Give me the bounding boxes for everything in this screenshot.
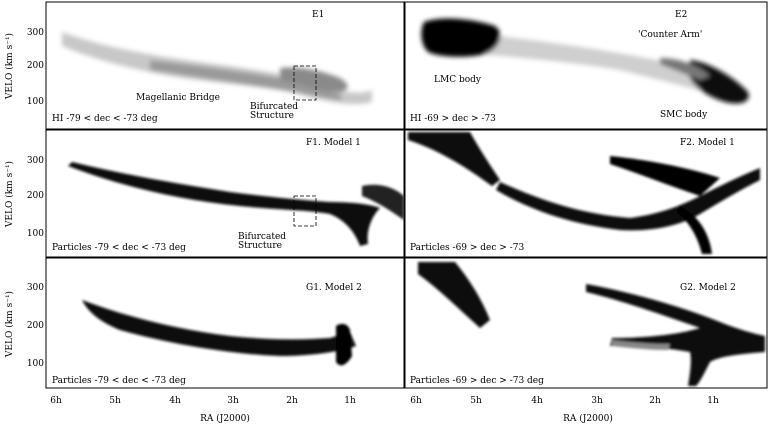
panel-caption: Particles -69 > dec > -73 deg	[410, 376, 544, 386]
panel-caption: HI -69 > dec > -73	[410, 114, 496, 124]
y-tick-label: 100	[27, 359, 44, 369]
panel-title: F2. Model 1	[680, 138, 735, 148]
counter-arm-label: 'Counter Arm'	[638, 30, 702, 40]
panel-frame	[45, 257, 405, 389]
panel-caption: Particles -79 < dec < -73 deg	[52, 243, 186, 253]
panel-g2: G2. Model 2 Particles -69 > dec > -73 de…	[404, 257, 768, 389]
y-tick-label: 300	[27, 283, 44, 293]
bifurcated-label: Bifurcated	[250, 102, 298, 112]
lmc-body-label: LMC body	[434, 75, 482, 85]
bifurcated-label: Bifurcated	[238, 232, 286, 242]
x-axis-label: RA (J2000)	[563, 413, 613, 424]
y-axis-row-3: 300 200 100 VELO (km s⁻¹)	[4, 283, 44, 369]
x-tick-label: 1h	[707, 396, 719, 406]
particle-distribution	[418, 262, 765, 386]
particle-distribution	[82, 300, 356, 366]
hi-emission	[421, 18, 749, 104]
y-axis-row-2: 300 200 100 VELO (km s⁻¹)	[4, 156, 44, 239]
y-tick-label: 200	[27, 191, 44, 201]
x-axis-label: RA (J2000)	[200, 413, 250, 424]
y-tick-label: 200	[27, 61, 44, 71]
x-tick-label: 4h	[531, 396, 543, 406]
y-tick-label: 300	[27, 156, 44, 166]
panel-title: G1. Model 2	[306, 283, 362, 293]
smc-body-label: SMC body	[660, 110, 708, 120]
panel-caption: Particles -69 > dec > -73	[410, 243, 524, 253]
x-tick-label: 3h	[227, 396, 239, 406]
y-axis-label: VELO (km s⁻¹)	[4, 161, 15, 228]
structure-label: Structure	[250, 111, 294, 121]
panel-title: E2	[675, 10, 687, 20]
x-tick-label: 3h	[591, 396, 603, 406]
panel-e1: E1 Magellanic Bridge Bifurcated Structur…	[45, 1, 405, 130]
bifurcated-box	[293, 65, 317, 101]
panel-g1: G1. Model 2 Particles -79 < dec < -73 de…	[45, 257, 405, 389]
x-axis-left: 6h 5h 4h 3h 2h 1h RA (J2000)	[50, 396, 356, 424]
y-axis-label: VELO (km s⁻¹)	[4, 291, 15, 358]
particle-distribution	[68, 162, 404, 246]
panel-e2: E2 'Counter Arm' LMC body SMC body HI -6…	[404, 1, 768, 130]
panel-caption: Particles -79 < dec < -73 deg	[52, 376, 186, 386]
y-tick-label: 200	[27, 321, 44, 331]
panel-title: F1. Model 1	[306, 138, 361, 148]
y-axis-row-1: 300 200 100 VELO (km s⁻¹)	[4, 28, 44, 107]
x-tick-label: 6h	[410, 396, 422, 406]
x-tick-label: 5h	[109, 396, 121, 406]
x-tick-label: 2h	[649, 396, 661, 406]
y-tick-label: 300	[27, 28, 44, 38]
y-tick-label: 100	[27, 97, 44, 107]
panel-f1: F1. Model 1 Bifurcated Structure Particl…	[45, 129, 405, 258]
x-axis-right: 6h 5h 4h 3h 2h 1h RA (J2000)	[410, 396, 719, 424]
x-tick-label: 1h	[344, 396, 356, 406]
y-axis-label: VELO (km s⁻¹)	[4, 33, 15, 100]
particle-distribution	[408, 132, 760, 254]
panel-title: G2. Model 2	[680, 283, 736, 293]
panel-caption: HI -79 < dec < -73 deg	[52, 114, 158, 124]
y-tick-label: 100	[27, 229, 44, 239]
magellanic-bridge-label: Magellanic Bridge	[136, 93, 220, 103]
panel-f2: F2. Model 1 Particles -69 > dec > -73	[404, 129, 768, 258]
panel-title: E1	[312, 10, 324, 20]
structure-label: Structure	[238, 241, 282, 251]
x-tick-label: 4h	[169, 396, 181, 406]
bifurcated-box	[293, 195, 317, 227]
x-tick-label: 6h	[50, 396, 62, 406]
x-tick-label: 2h	[286, 396, 298, 406]
x-tick-label: 5h	[470, 396, 482, 406]
